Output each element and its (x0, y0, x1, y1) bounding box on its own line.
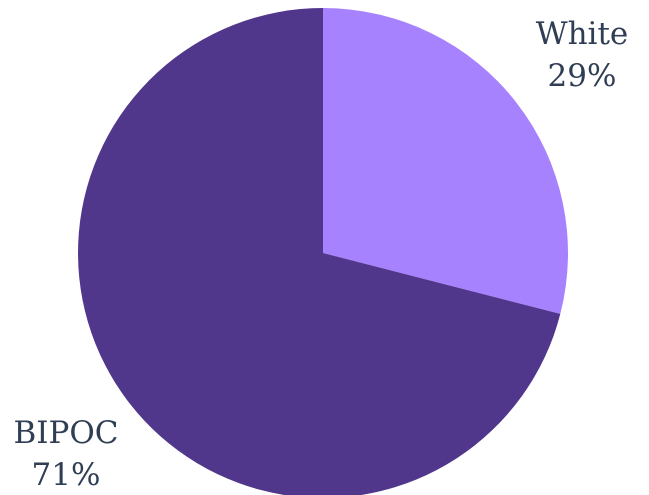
pie-slices (78, 8, 568, 495)
slice-label-white-name: White (536, 16, 629, 52)
pie-slice-bipoc (78, 8, 561, 495)
pie-labels: White 29% BIPOC 71% (13, 16, 628, 493)
slice-label-bipoc-value: 71% (32, 457, 101, 493)
slice-label-bipoc-name: BIPOC (13, 415, 118, 451)
slice-label-white-value: 29% (548, 58, 617, 94)
pie-slice-white (323, 8, 568, 314)
